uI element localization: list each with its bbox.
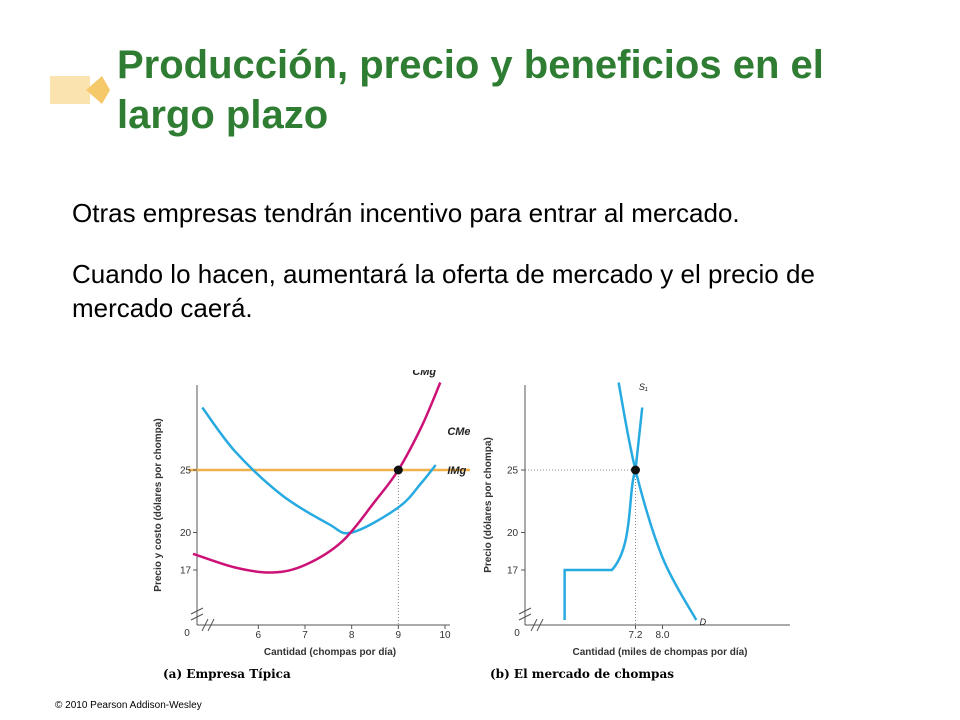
chart-market: S₁ D 7.2 8.0 25 20 17 0 Cantidad (miles de ch… xyxy=(483,382,790,658)
series-demand-line xyxy=(617,382,698,621)
x-axis-label: Cantidad (chompas por día) xyxy=(264,647,396,658)
bullet-2: Cuando lo hacen, aumentará la oferta de … xyxy=(72,259,815,323)
series-supply-label: S₁ xyxy=(639,382,648,392)
page-title: Producción, precio y beneficios en el la… xyxy=(117,43,824,137)
y-tick-label: 20 xyxy=(507,528,519,539)
x-tick-label: 7 xyxy=(302,630,308,641)
title-accent-icon xyxy=(50,76,110,104)
equilibrium-point xyxy=(393,465,403,475)
y-axis-label: Precio y costo (dólares por chompa) xyxy=(153,418,164,591)
x-tick-label: 8.0 xyxy=(656,630,670,641)
series-demand-label: D xyxy=(700,617,707,627)
series-cmg-line xyxy=(192,382,442,574)
y-tick-label: 17 xyxy=(180,566,192,577)
copyright: © 2010 Pearson Addison-Wesley xyxy=(55,700,202,711)
series-cmg-label: CMg xyxy=(412,370,436,378)
x-tick-label: 7.2 xyxy=(629,630,643,641)
x-tick-label: 10 xyxy=(439,630,451,641)
x-tick-label: 6 xyxy=(256,630,262,641)
series-img-label: IMg xyxy=(447,465,466,477)
x-tick-label: 8 xyxy=(349,630,355,641)
y-axis-label: Precio (dólares por chompa) xyxy=(483,437,494,573)
y-tick-label: 25 xyxy=(180,466,192,477)
x-axis-label: Cantidad (miles de chompas por día) xyxy=(572,647,747,658)
origin-label: 0 xyxy=(184,628,190,639)
y-tick-label: 17 xyxy=(507,566,519,577)
chart-b-caption: (b) El mercado de chompas xyxy=(490,667,674,681)
y-tick-label: 25 xyxy=(507,466,519,477)
chart-firm: IMg CMe CMg 6 7 8 9 10 25 20 17 0 Cantidad (chomp… xyxy=(153,370,470,658)
y-tick-label: 20 xyxy=(180,528,192,539)
series-cme-label: CMe xyxy=(447,426,470,438)
origin-label: 0 xyxy=(514,628,520,639)
series-cme-line xyxy=(201,406,437,535)
x-tick-label: 9 xyxy=(396,630,402,641)
equilibrium-point xyxy=(631,465,640,475)
series-supply-line xyxy=(563,407,644,620)
bullet-1: Otras empresas tendrán incentivo para en… xyxy=(72,198,740,228)
chart-a-caption: (a) Empresa Típica xyxy=(163,667,291,681)
